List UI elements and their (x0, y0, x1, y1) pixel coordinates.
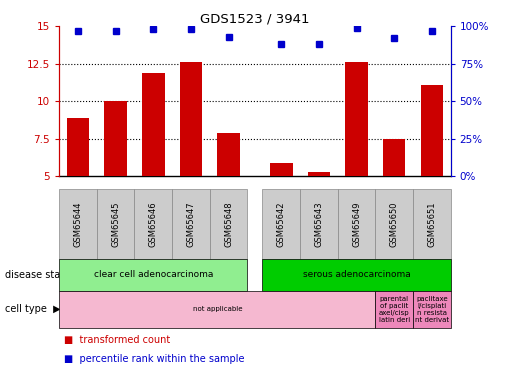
Bar (345, 62, 368, 176)
Text: GSM65650: GSM65650 (390, 201, 399, 247)
Text: cell type  ▶: cell type ▶ (5, 304, 61, 314)
Bar (217, 133, 240, 176)
Text: GSM65642: GSM65642 (277, 201, 286, 247)
Text: serous adenocarcinoma: serous adenocarcinoma (303, 270, 410, 279)
Bar (383, 139, 405, 176)
Text: GSM65646: GSM65646 (149, 201, 158, 247)
Text: GSM65647: GSM65647 (186, 201, 196, 247)
Title: GDS1523 / 3941: GDS1523 / 3941 (200, 12, 310, 25)
Text: not applicable: not applicable (193, 306, 242, 312)
Text: paclitaxe
l/cisplati
n resista
nt derivat: paclitaxe l/cisplati n resista nt deriva… (415, 296, 449, 323)
Bar (421, 85, 443, 176)
Text: GSM65649: GSM65649 (352, 201, 361, 247)
Text: ■  percentile rank within the sample: ■ percentile rank within the sample (64, 354, 245, 364)
Bar (270, 163, 293, 176)
Text: ■  transformed count: ■ transformed count (64, 335, 170, 345)
Bar (105, 101, 127, 176)
Bar (67, 118, 89, 176)
Bar (180, 62, 202, 176)
Text: disease state  ▶: disease state ▶ (5, 270, 84, 280)
Text: GSM65645: GSM65645 (111, 201, 120, 247)
Text: GSM65648: GSM65648 (224, 201, 233, 247)
Bar (307, 172, 330, 176)
Text: clear cell adenocarcinoma: clear cell adenocarcinoma (94, 270, 213, 279)
Bar (142, 73, 165, 176)
Text: GSM65643: GSM65643 (314, 201, 323, 247)
Text: parental
of paclit
axel/cisp
latin deri: parental of paclit axel/cisp latin deri (379, 296, 410, 323)
Text: GSM65644: GSM65644 (74, 201, 82, 247)
Text: GSM65651: GSM65651 (427, 201, 436, 247)
